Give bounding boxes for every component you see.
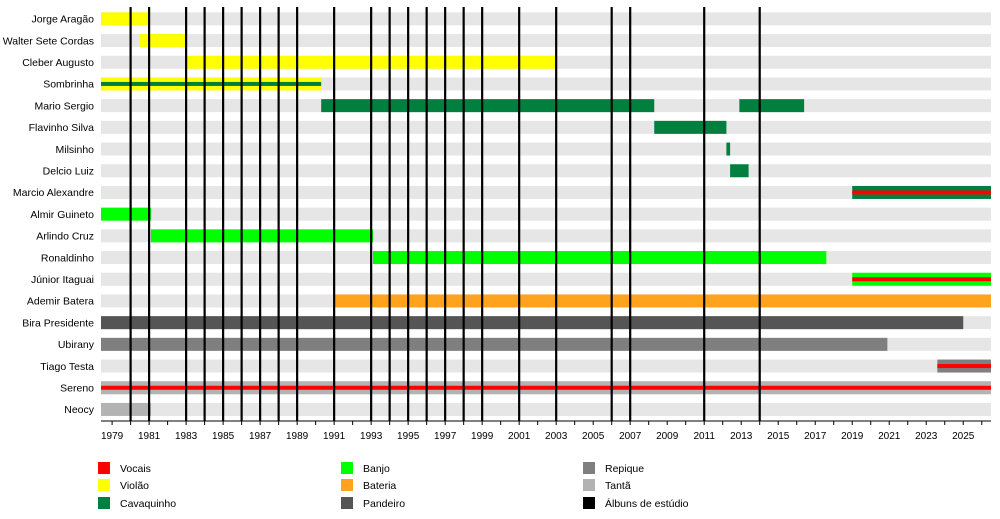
member-label: Arlindo Cruz	[36, 231, 94, 243]
accent-stripe	[852, 277, 991, 282]
x-tick-label: 2019	[841, 431, 864, 442]
x-tick-label: 1985	[212, 431, 235, 442]
member-bar	[101, 337, 888, 351]
member-label: Delcio Luiz	[43, 165, 94, 177]
member-bar	[334, 294, 991, 308]
member-label: Ubirany	[58, 339, 95, 351]
x-tick-label: 2013	[730, 431, 753, 442]
member-label: Sombrinha	[43, 79, 94, 91]
row-band	[101, 12, 991, 26]
member-label: Marcio Alexandre	[13, 187, 94, 199]
x-tick-label: 1981	[138, 431, 161, 442]
member-bar	[372, 251, 827, 265]
legend-swatch	[98, 497, 110, 509]
legend-label: Repique	[605, 463, 644, 475]
legend-swatch	[583, 462, 595, 474]
legend-label: Violão	[120, 480, 149, 492]
album-lines	[129, 7, 761, 421]
legend-label: Álbuns de estúdio	[605, 497, 689, 510]
member-label: Sereno	[60, 382, 94, 394]
member-bar	[150, 229, 373, 243]
x-tick-label: 2003	[545, 431, 568, 442]
x-tick-label: 2015	[767, 431, 790, 442]
legend-label: Cavaquinho	[120, 498, 176, 510]
x-tick-label: 2025	[952, 431, 975, 442]
accent-stripe	[101, 81, 322, 86]
x-tick-label: 2001	[508, 431, 531, 442]
legend-swatch	[98, 462, 110, 474]
legend: Vocais Violão Cavaquinho Banjo Bateria Pandei…	[98, 462, 689, 510]
x-tick-label: 1991	[323, 431, 346, 442]
member-bar	[101, 207, 151, 221]
x-tick-label: 1983	[175, 431, 198, 442]
x-tick-label: 2011	[693, 431, 715, 442]
legend-swatch	[583, 497, 595, 509]
x-tick-label: 2017	[804, 431, 827, 442]
legend-label: Tantã	[605, 480, 631, 492]
x-tick-label: 2021	[878, 431, 901, 442]
member-label: Tiago Testa	[40, 361, 94, 373]
row-band	[101, 207, 991, 221]
x-axis: 1979 1981 1983 1985 1987 1989 1991 1993 1995 1997…	[101, 420, 991, 442]
member-label: Ademir Batera	[27, 296, 94, 308]
x-tick-label: 1993	[360, 431, 383, 442]
legend-label: Vocais	[120, 463, 151, 475]
member-label: Almir Guineto	[30, 209, 94, 221]
legend-label: Pandeiro	[363, 498, 405, 510]
member-bar	[730, 164, 749, 178]
x-tick-label: 1989	[286, 431, 309, 442]
row-band	[101, 120, 991, 134]
member-bar	[739, 99, 805, 113]
member-bar	[101, 316, 964, 330]
legend-swatch	[98, 479, 110, 491]
member-label: Ronaldinho	[41, 252, 94, 264]
member-label: Mario Sergio	[34, 100, 94, 112]
row-band	[101, 77, 991, 91]
row-band	[101, 402, 991, 416]
legend-swatch	[341, 479, 353, 491]
accent-stripe	[852, 190, 991, 195]
accent-stripe	[937, 364, 991, 369]
member-label: Jorge Aragão	[32, 14, 95, 26]
row-bands	[101, 12, 991, 416]
row-band	[101, 272, 991, 286]
row-band	[101, 164, 991, 178]
legend-swatch	[583, 479, 595, 491]
member-label: Neocy	[64, 404, 95, 416]
member-bar	[654, 120, 727, 134]
member-label: Júnior Itaguai	[31, 274, 94, 286]
member-bar	[139, 34, 187, 48]
member-label: Bira Presidente	[22, 317, 94, 329]
x-tick-label: 2007	[619, 431, 642, 442]
member-label: Cleber Augusto	[22, 57, 94, 69]
legend-swatch	[341, 497, 353, 509]
member-bar	[101, 402, 151, 416]
member-label: Milsinho	[55, 144, 94, 156]
x-tick-label: 2005	[582, 431, 605, 442]
x-tick-label: 1999	[471, 431, 494, 442]
row-band	[101, 185, 991, 199]
legend-label: Banjo	[363, 463, 390, 475]
row-band	[101, 34, 991, 48]
member-label: Flavinho Silva	[29, 122, 95, 134]
member-label: Walter Sete Cordas	[3, 35, 94, 47]
accent-stripe	[101, 385, 991, 390]
x-tick-label: 2009	[656, 431, 679, 442]
legend-label: Bateria	[363, 480, 396, 492]
member-bar	[321, 99, 655, 113]
legend-swatch	[341, 462, 353, 474]
member-labels: Jorge Aragão Walter Sete Cordas Cleber Aug…	[3, 14, 95, 417]
member-bar	[726, 142, 731, 156]
x-tick-label: 1997	[434, 431, 457, 442]
x-tick-label: 2023	[915, 431, 938, 442]
x-tick-label: 1987	[249, 431, 272, 442]
row-band	[101, 359, 991, 373]
row-band	[101, 142, 991, 156]
x-tick-label: 1979	[101, 431, 124, 442]
x-tick-label: 1995	[397, 431, 420, 442]
member-bar	[101, 12, 150, 26]
